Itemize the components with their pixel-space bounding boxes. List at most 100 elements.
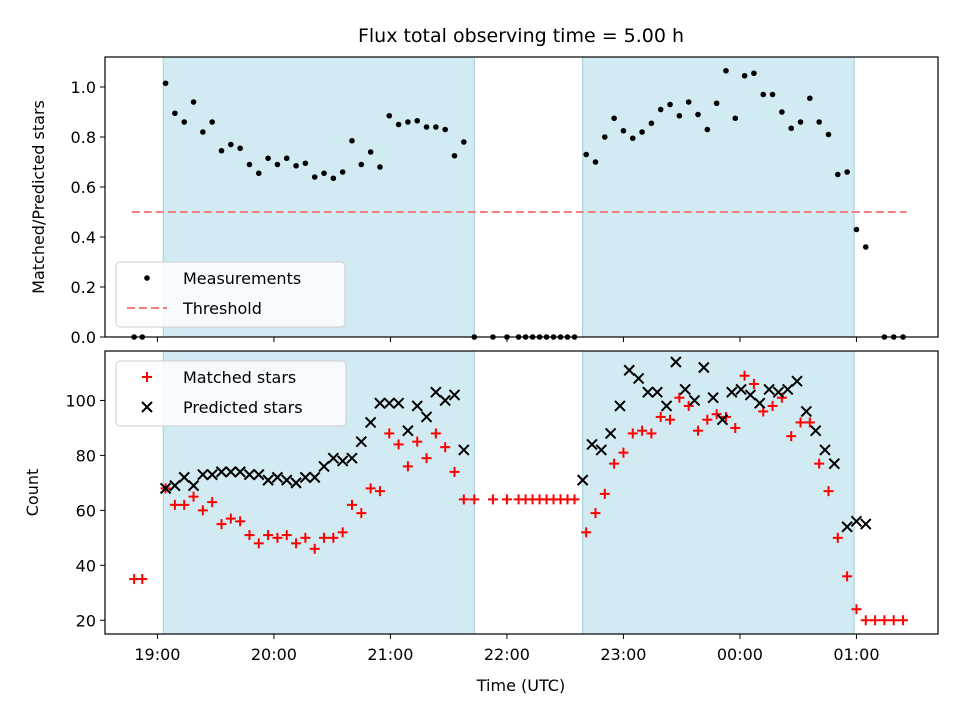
data-point bbox=[169, 479, 181, 492]
data-point bbox=[586, 438, 598, 451]
x-tick-label: 20:00 bbox=[251, 645, 297, 664]
data-point bbox=[356, 508, 367, 519]
data-point bbox=[405, 119, 411, 125]
data-point bbox=[816, 119, 822, 125]
data-point bbox=[860, 615, 871, 626]
data-point bbox=[281, 530, 292, 541]
data-point bbox=[374, 397, 386, 409]
data-point bbox=[197, 468, 209, 481]
data-point bbox=[200, 129, 206, 135]
data-point bbox=[748, 378, 759, 389]
y-tick-label: 1.0 bbox=[71, 78, 96, 97]
data-point bbox=[646, 428, 657, 439]
data-point bbox=[832, 532, 843, 543]
data-point bbox=[730, 422, 741, 433]
data-point bbox=[402, 461, 413, 472]
data-point bbox=[162, 80, 169, 87]
data-point bbox=[609, 458, 620, 469]
data-point bbox=[448, 389, 461, 401]
data-point bbox=[758, 406, 769, 417]
legend-label: Measurements bbox=[183, 269, 301, 288]
data-point bbox=[632, 372, 645, 385]
x-axis-label: Time (UTC) bbox=[476, 676, 565, 695]
data-point bbox=[828, 457, 841, 470]
data-point bbox=[735, 383, 747, 396]
data-point bbox=[487, 494, 498, 505]
data-point bbox=[698, 361, 710, 374]
data-point bbox=[711, 409, 722, 420]
data-point bbox=[197, 505, 208, 516]
data-point bbox=[393, 439, 404, 450]
data-point bbox=[216, 519, 227, 530]
x-tick-label: 21:00 bbox=[367, 645, 413, 664]
data-point bbox=[814, 458, 825, 469]
y-tick-label: 20 bbox=[76, 611, 96, 630]
data-point bbox=[583, 151, 589, 158]
data-point bbox=[414, 117, 421, 124]
data-point bbox=[293, 162, 299, 169]
data-point bbox=[627, 428, 638, 439]
y-tick-label: 40 bbox=[76, 556, 96, 575]
data-point bbox=[693, 425, 704, 436]
y-tick-label: 0.6 bbox=[71, 178, 96, 197]
data-point bbox=[639, 129, 645, 135]
data-point bbox=[169, 499, 180, 510]
data-point bbox=[620, 127, 627, 134]
data-point bbox=[779, 109, 785, 115]
legend-label: Threshold bbox=[182, 299, 262, 318]
chart-title: Flux total observing time = 5.00 h bbox=[358, 25, 684, 47]
data-point bbox=[281, 474, 293, 486]
data-point bbox=[253, 538, 264, 549]
data-point bbox=[206, 468, 218, 481]
data-point bbox=[291, 538, 302, 549]
data-point bbox=[754, 397, 766, 409]
data-point bbox=[318, 460, 330, 473]
data-point bbox=[819, 444, 831, 456]
data-point bbox=[744, 389, 757, 401]
data-point bbox=[623, 364, 635, 376]
data-point bbox=[234, 466, 246, 478]
data-point bbox=[253, 468, 265, 481]
data-point bbox=[330, 175, 337, 182]
data-point bbox=[364, 416, 377, 429]
data-point bbox=[665, 414, 676, 425]
data-point bbox=[367, 149, 374, 155]
data-point bbox=[319, 532, 330, 543]
data-point bbox=[707, 392, 719, 404]
data-point bbox=[651, 386, 663, 398]
data-point bbox=[835, 171, 841, 178]
legend-label: Predicted stars bbox=[183, 398, 303, 417]
data-point bbox=[358, 161, 365, 168]
y-tick-label: 100 bbox=[65, 391, 96, 410]
data-point bbox=[374, 486, 385, 497]
data-point bbox=[237, 145, 243, 152]
x-tick-label: 19:00 bbox=[134, 645, 180, 664]
shaded-interval bbox=[582, 56, 855, 338]
data-point bbox=[209, 119, 215, 125]
data-point bbox=[188, 491, 199, 502]
y-tick-label: 0.0 bbox=[71, 328, 96, 347]
data-point bbox=[590, 508, 601, 519]
data-point bbox=[576, 474, 589, 486]
data-point bbox=[225, 513, 236, 524]
data-point bbox=[860, 518, 872, 530]
data-point bbox=[592, 159, 599, 165]
bottom-panel: 20 40 60 80 100 19:00 20:00 21:00 22:00 23:00 00:0… bbox=[23, 350, 939, 664]
data-point bbox=[440, 442, 451, 453]
data-point bbox=[629, 135, 636, 142]
data-point bbox=[791, 375, 803, 387]
data-point bbox=[265, 155, 271, 162]
data-point bbox=[458, 444, 470, 456]
x-tick-label: 22:00 bbox=[484, 645, 530, 664]
legend-label: Matched stars bbox=[183, 368, 296, 387]
series-matched-stars bbox=[129, 370, 909, 626]
data-point bbox=[137, 574, 148, 585]
data-point bbox=[172, 110, 178, 117]
data-point bbox=[614, 400, 626, 412]
data-point bbox=[439, 394, 451, 407]
data-point bbox=[870, 615, 881, 626]
data-point bbox=[395, 121, 402, 128]
data-point bbox=[308, 471, 321, 484]
data-point bbox=[430, 386, 442, 398]
data-point bbox=[365, 483, 376, 494]
